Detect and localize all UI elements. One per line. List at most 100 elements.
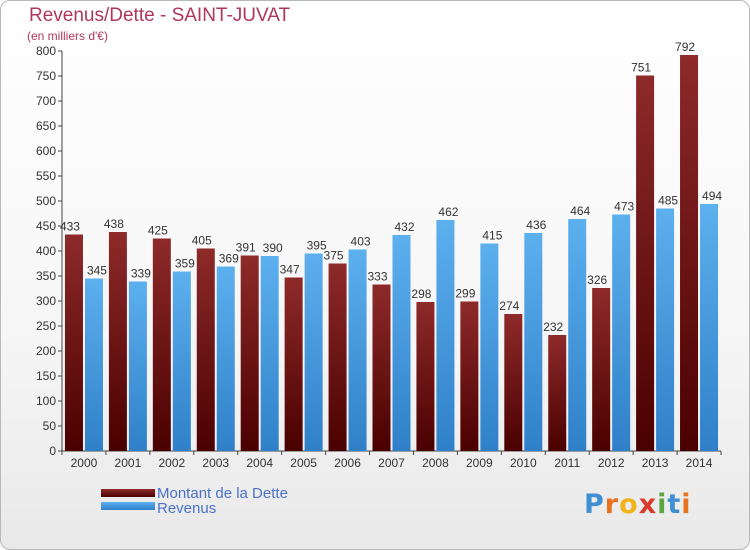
- y-tick-label: 450: [36, 219, 56, 233]
- data-label-revenue: 359: [175, 257, 195, 271]
- data-label-debt: 751: [631, 61, 651, 75]
- x-tick-label: 2006: [334, 456, 361, 470]
- data-label-debt: 438: [104, 217, 124, 231]
- y-tick-label: 750: [36, 69, 56, 83]
- x-tick-label: 2008: [422, 456, 449, 470]
- bar-debt: [284, 277, 303, 451]
- y-tick-label: 200: [36, 344, 56, 358]
- legend-swatch-revenue: [101, 502, 155, 510]
- y-tick-label: 500: [36, 194, 56, 208]
- bar-debt: [592, 288, 611, 451]
- data-label-revenue: 415: [482, 229, 502, 243]
- data-label-debt: 298: [411, 287, 431, 301]
- x-tick-label: 2012: [598, 456, 625, 470]
- bar-revenue: [392, 235, 411, 451]
- y-tick-label: 150: [36, 369, 56, 383]
- data-label-debt: 232: [543, 320, 563, 334]
- legend-label-debt: Montant de la Dette: [157, 485, 288, 502]
- data-label-debt: 375: [324, 249, 344, 263]
- data-label-revenue: 390: [263, 241, 283, 255]
- data-label-debt: 792: [675, 40, 695, 54]
- x-tick-label: 2004: [246, 456, 273, 470]
- logo-letter: P: [584, 489, 605, 520]
- bar-revenue: [612, 214, 631, 451]
- y-tick-label: 300: [36, 294, 56, 308]
- data-label-revenue: 464: [570, 204, 590, 218]
- y-tick-label: 700: [36, 94, 56, 108]
- bar-revenue: [128, 281, 147, 451]
- legend-label-revenue: Revenus: [157, 500, 217, 517]
- bar-debt: [108, 232, 127, 451]
- bar-debt: [504, 314, 523, 451]
- data-label-revenue: 485: [658, 194, 678, 208]
- bar-revenue: [84, 278, 103, 451]
- x-tick-label: 2003: [202, 456, 229, 470]
- bar-debt: [548, 335, 567, 451]
- data-label-revenue: 403: [351, 235, 371, 249]
- bar-debt: [152, 238, 171, 451]
- x-tick-label: 2011: [554, 456, 580, 470]
- bar-revenue: [568, 219, 587, 451]
- bar-revenue: [480, 243, 499, 451]
- bar-debt: [636, 75, 655, 451]
- data-label-debt: 391: [236, 241, 256, 255]
- chart-bars: [64, 55, 719, 451]
- data-label-revenue: 494: [702, 189, 722, 203]
- data-label-debt: 433: [60, 220, 80, 234]
- y-tick-label: 0: [49, 444, 56, 458]
- bar-debt: [328, 263, 347, 451]
- data-label-revenue: 462: [438, 205, 458, 219]
- x-tick-label: 2014: [686, 456, 713, 470]
- logo-letter: r: [604, 489, 620, 520]
- bar-revenue: [656, 208, 675, 451]
- logo-letter: x: [638, 489, 658, 520]
- logo-letter: i: [657, 489, 668, 520]
- bar-debt: [240, 255, 259, 451]
- x-tick-label: 2005: [290, 456, 317, 470]
- x-tick-label: 2007: [378, 456, 405, 470]
- bar-debt: [680, 55, 699, 451]
- data-label-debt: 326: [587, 273, 607, 287]
- y-tick-label: 800: [36, 44, 56, 58]
- data-label-revenue: 369: [219, 252, 239, 266]
- bar-revenue: [436, 220, 455, 451]
- y-tick-label: 400: [36, 244, 56, 258]
- data-label-revenue: 339: [131, 267, 151, 281]
- x-tick-label: 2010: [510, 456, 537, 470]
- data-label-revenue: 436: [526, 218, 546, 232]
- x-tick-label: 2002: [158, 456, 185, 470]
- y-tick-label: 600: [36, 144, 56, 158]
- data-label-revenue: 432: [394, 220, 414, 234]
- chart-axes: 0 50 100 150 200 250 300 350 400 450 500 550 600 650 7…: [36, 44, 722, 470]
- y-tick-label: 250: [36, 319, 56, 333]
- x-tick-label: 2013: [642, 456, 669, 470]
- logo-letter: i: [681, 489, 692, 520]
- chart-subtitle: (en milliers d'€): [27, 29, 108, 43]
- bar-debt: [460, 301, 479, 451]
- data-label-revenue: 345: [87, 264, 107, 278]
- bar-debt: [372, 284, 391, 451]
- bar-revenue: [260, 256, 279, 451]
- x-tick-label: 2009: [466, 456, 493, 470]
- logo-letter: o: [619, 489, 639, 520]
- y-tick-label: 350: [36, 269, 56, 283]
- x-tick-label: 2001: [115, 456, 142, 470]
- bar-debt: [64, 234, 83, 451]
- logo-letter: t: [667, 489, 682, 520]
- bar-revenue: [700, 204, 719, 451]
- bar-revenue: [216, 266, 235, 451]
- data-label-debt: 299: [455, 287, 475, 301]
- y-tick-label: 50: [43, 419, 57, 433]
- data-label-debt: 333: [367, 270, 387, 284]
- data-label-debt: 405: [192, 234, 212, 248]
- data-label-debt: 347: [280, 263, 300, 277]
- legend-swatch-debt: [101, 489, 155, 497]
- data-label-revenue: 473: [614, 200, 634, 214]
- bar-revenue: [304, 253, 323, 451]
- bar-revenue: [348, 249, 367, 451]
- data-label-debt: 274: [499, 299, 519, 313]
- x-tick-label: 2000: [71, 456, 98, 470]
